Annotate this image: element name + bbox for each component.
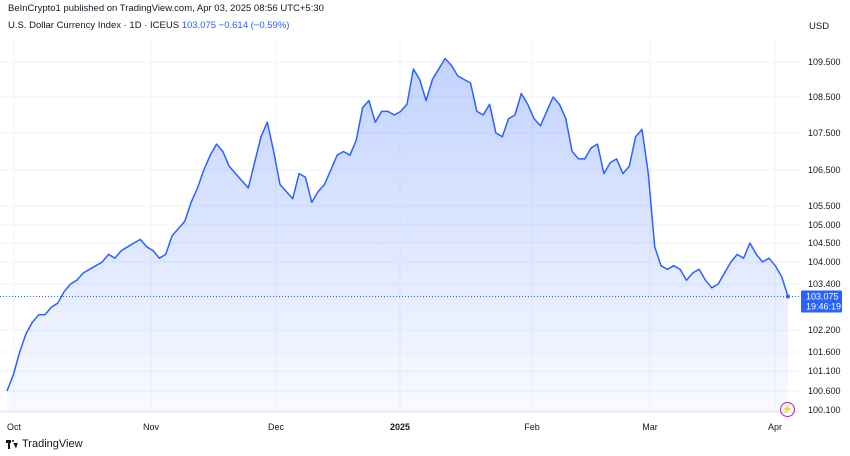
- x-tick-label: Feb: [524, 422, 540, 432]
- x-tick-label: Oct: [7, 422, 22, 432]
- y-tick-label: 104.500: [808, 238, 841, 248]
- y-tick-label: 100.100: [808, 405, 841, 415]
- y-tick-label: 103.400: [808, 279, 841, 289]
- y-tick-label: 101.100: [808, 366, 841, 376]
- y-tick-label: 102.200: [808, 325, 841, 335]
- x-tick-label: Mar: [642, 422, 658, 432]
- y-tick-label: 100.600: [808, 386, 841, 396]
- last-price-label: 103.075 19:46:19: [801, 290, 842, 313]
- currency-label[interactable]: USD: [809, 21, 830, 32]
- x-tick-label: Nov: [143, 422, 160, 432]
- chart-title: U.S. Dollar Currency Index · 1D · ICEUS …: [8, 20, 289, 31]
- x-tick-label: 2025: [390, 422, 410, 432]
- symbol-name: U.S. Dollar Currency Index · 1D · ICEUS: [8, 20, 180, 31]
- x-tick-label: Dec: [268, 422, 285, 432]
- y-tick-label: 107.500: [808, 128, 841, 138]
- last-price-label-bg: [801, 290, 842, 313]
- y-axis: 109.500 108.500 107.500 106.500 105.500 105.0…: [808, 57, 841, 415]
- price-series-line: [6, 57, 789, 392]
- y-tick-label: 104.000: [808, 257, 841, 267]
- footer-brand-label: TradingView: [22, 438, 83, 450]
- y-tick-label: 101.600: [808, 347, 841, 357]
- lightning-bolt-icon[interactable]: ⚡: [780, 402, 795, 417]
- x-tick-label: Apr: [768, 422, 782, 432]
- price-area-fill: [7, 58, 788, 412]
- last-price-point: [786, 294, 790, 299]
- last-value: 103.075: [181, 20, 217, 31]
- tradingview-logo-icon: [6, 439, 18, 449]
- y-tick-label: 105.000: [808, 220, 841, 230]
- y-tick-label: 109.500: [808, 57, 841, 67]
- last-price-label-value: 103.075: [806, 291, 839, 301]
- footer-brand[interactable]: TradingView: [6, 438, 83, 450]
- price-change: −0.614 (−0.59%): [218, 20, 290, 31]
- y-tick-label: 105.500: [808, 201, 841, 211]
- x-axis: Oct Nov Dec 2025 Feb Mar Apr: [7, 422, 782, 432]
- y-tick-label: 108.500: [808, 92, 841, 102]
- last-price-label-countdown: 19:46:19: [806, 301, 841, 311]
- y-tick-label: 106.500: [808, 165, 841, 175]
- publisher-line: BeInCrypto1 published on TradingView.com…: [8, 3, 324, 14]
